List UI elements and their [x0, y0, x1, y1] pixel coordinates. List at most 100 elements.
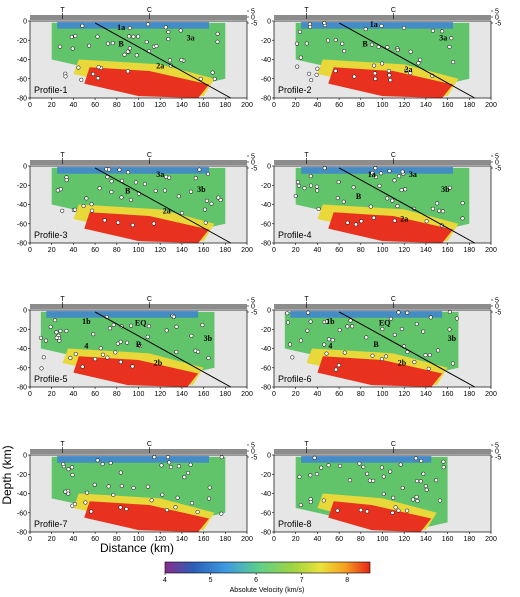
topo-tick-label: -5 [251, 21, 257, 28]
colorbar-gradient [164, 561, 371, 574]
location-marker: C [391, 7, 396, 14]
earthquake-marker [131, 34, 136, 39]
earthquake-marker [167, 460, 172, 465]
earthquake-marker [369, 42, 375, 47]
x-tick-label: 180 [463, 391, 475, 398]
topo-tick-label: -5 [251, 310, 257, 317]
earthquake-marker [316, 206, 321, 211]
x-tick-label: 0 [28, 247, 32, 254]
earthquake-marker [307, 71, 312, 76]
earthquake-marker [336, 363, 341, 368]
earthquake-marker [125, 340, 130, 345]
location-marker: C [147, 296, 152, 303]
earthquake-marker [440, 29, 445, 34]
earthquake-marker [345, 220, 350, 225]
earthquake-marker [212, 76, 217, 81]
velocity-red-region [328, 501, 432, 532]
earthquake-marker [298, 338, 303, 343]
earthquake-marker [397, 174, 402, 179]
x-tick-label: 200 [241, 391, 253, 398]
x-tick-label: 120 [398, 247, 410, 254]
earthquake-marker [378, 171, 384, 176]
zone-label: 3b [204, 334, 213, 343]
earthquake-marker [396, 310, 401, 315]
x-tick-label: 100 [377, 102, 389, 109]
earthquake-marker [133, 180, 138, 185]
y-tick-label: -60 [261, 221, 271, 228]
earthquake-marker [379, 356, 384, 362]
colorbar-tick-label: 7 [300, 577, 304, 584]
earthquake-marker [390, 198, 395, 203]
earthquake-marker [345, 324, 350, 329]
x-tick-label: 80 [357, 536, 365, 543]
topography [30, 449, 247, 454]
topography [274, 160, 491, 165]
earthquake-marker [134, 53, 139, 58]
earthquake-marker [337, 463, 343, 468]
x-tick-label: 40 [70, 247, 78, 254]
zone-label: 3a [156, 170, 164, 179]
earthquake-marker [326, 337, 331, 342]
earthquake-marker [200, 323, 205, 328]
earthquake-marker [168, 465, 174, 470]
earthquake-marker [41, 355, 46, 360]
x-tick-label: 60 [91, 247, 99, 254]
earthquake-marker [423, 353, 428, 358]
earthquake-marker [130, 364, 135, 369]
zone-label: B [356, 192, 362, 201]
profile-panel: T C0 20 40 60 80 100 120 140 160 180 2000-20-40-60-… [261, 152, 501, 254]
earthquake-marker [418, 57, 423, 62]
y-tick-label: -80 [261, 530, 271, 537]
earthquake-marker [365, 471, 370, 476]
earthquake-marker [102, 218, 107, 223]
earthquake-marker [126, 170, 131, 175]
earthquake-marker [454, 316, 459, 321]
earthquake-marker [408, 71, 413, 76]
earthquake-marker [165, 455, 170, 460]
zone-label: B [136, 340, 142, 349]
earthquake-marker [319, 465, 324, 470]
earthquake-marker [308, 183, 314, 188]
earthquake-marker [136, 34, 141, 39]
y-tick-label: 0 [23, 164, 27, 171]
earthquake-marker [145, 334, 150, 339]
profile-name: Profile-5 [34, 374, 68, 384]
profile-name: Profile-8 [278, 519, 312, 529]
earthquake-marker [460, 216, 465, 221]
x-tick-label: 140 [420, 102, 432, 109]
earthquake-marker [167, 58, 172, 63]
earthquake-marker [163, 25, 168, 30]
earthquake-marker [95, 34, 100, 39]
topo-tick-label: 0 [495, 15, 499, 22]
earthquake-marker [430, 28, 435, 33]
profile-panel: T C0 20 40 60 80 100 120 140 160 180 2000-20-40-60-… [261, 7, 501, 109]
earthquake-marker [330, 338, 335, 343]
y-tick-label: -80 [17, 530, 27, 537]
y-tick-label: -60 [17, 365, 27, 372]
x-tick-label: 120 [398, 391, 410, 398]
x-tick-label: 0 [272, 391, 276, 398]
y-tick-label: -60 [261, 365, 271, 372]
earthquake-marker [70, 46, 75, 51]
earthquake-marker [305, 328, 310, 333]
earthquake-marker [149, 498, 154, 503]
profile-panel: T C0 20 40 60 80 100 120 140 160 180 2000-20-40-60-… [17, 296, 257, 398]
earthquake-marker [365, 509, 370, 514]
earthquake-marker [447, 44, 452, 49]
earthquake-marker [321, 498, 326, 503]
earthquake-marker [64, 178, 69, 183]
earthquake-marker [393, 505, 398, 510]
earthquake-marker [377, 183, 382, 188]
topo-tick-label: 0 [251, 160, 255, 167]
x-tick-label: 160 [198, 391, 210, 398]
y-tick-label: -40 [261, 57, 271, 64]
velocity-red-region [73, 356, 199, 387]
earthquake-marker [189, 333, 194, 338]
velocity-blue-region [46, 310, 199, 318]
earthquake-marker [322, 20, 327, 26]
earthquake-marker [359, 219, 364, 224]
x-tick-label: 0 [28, 536, 32, 543]
x-tick-label: 160 [442, 536, 454, 543]
earthquake-marker [108, 460, 113, 466]
zone-label: 4 [84, 342, 88, 351]
